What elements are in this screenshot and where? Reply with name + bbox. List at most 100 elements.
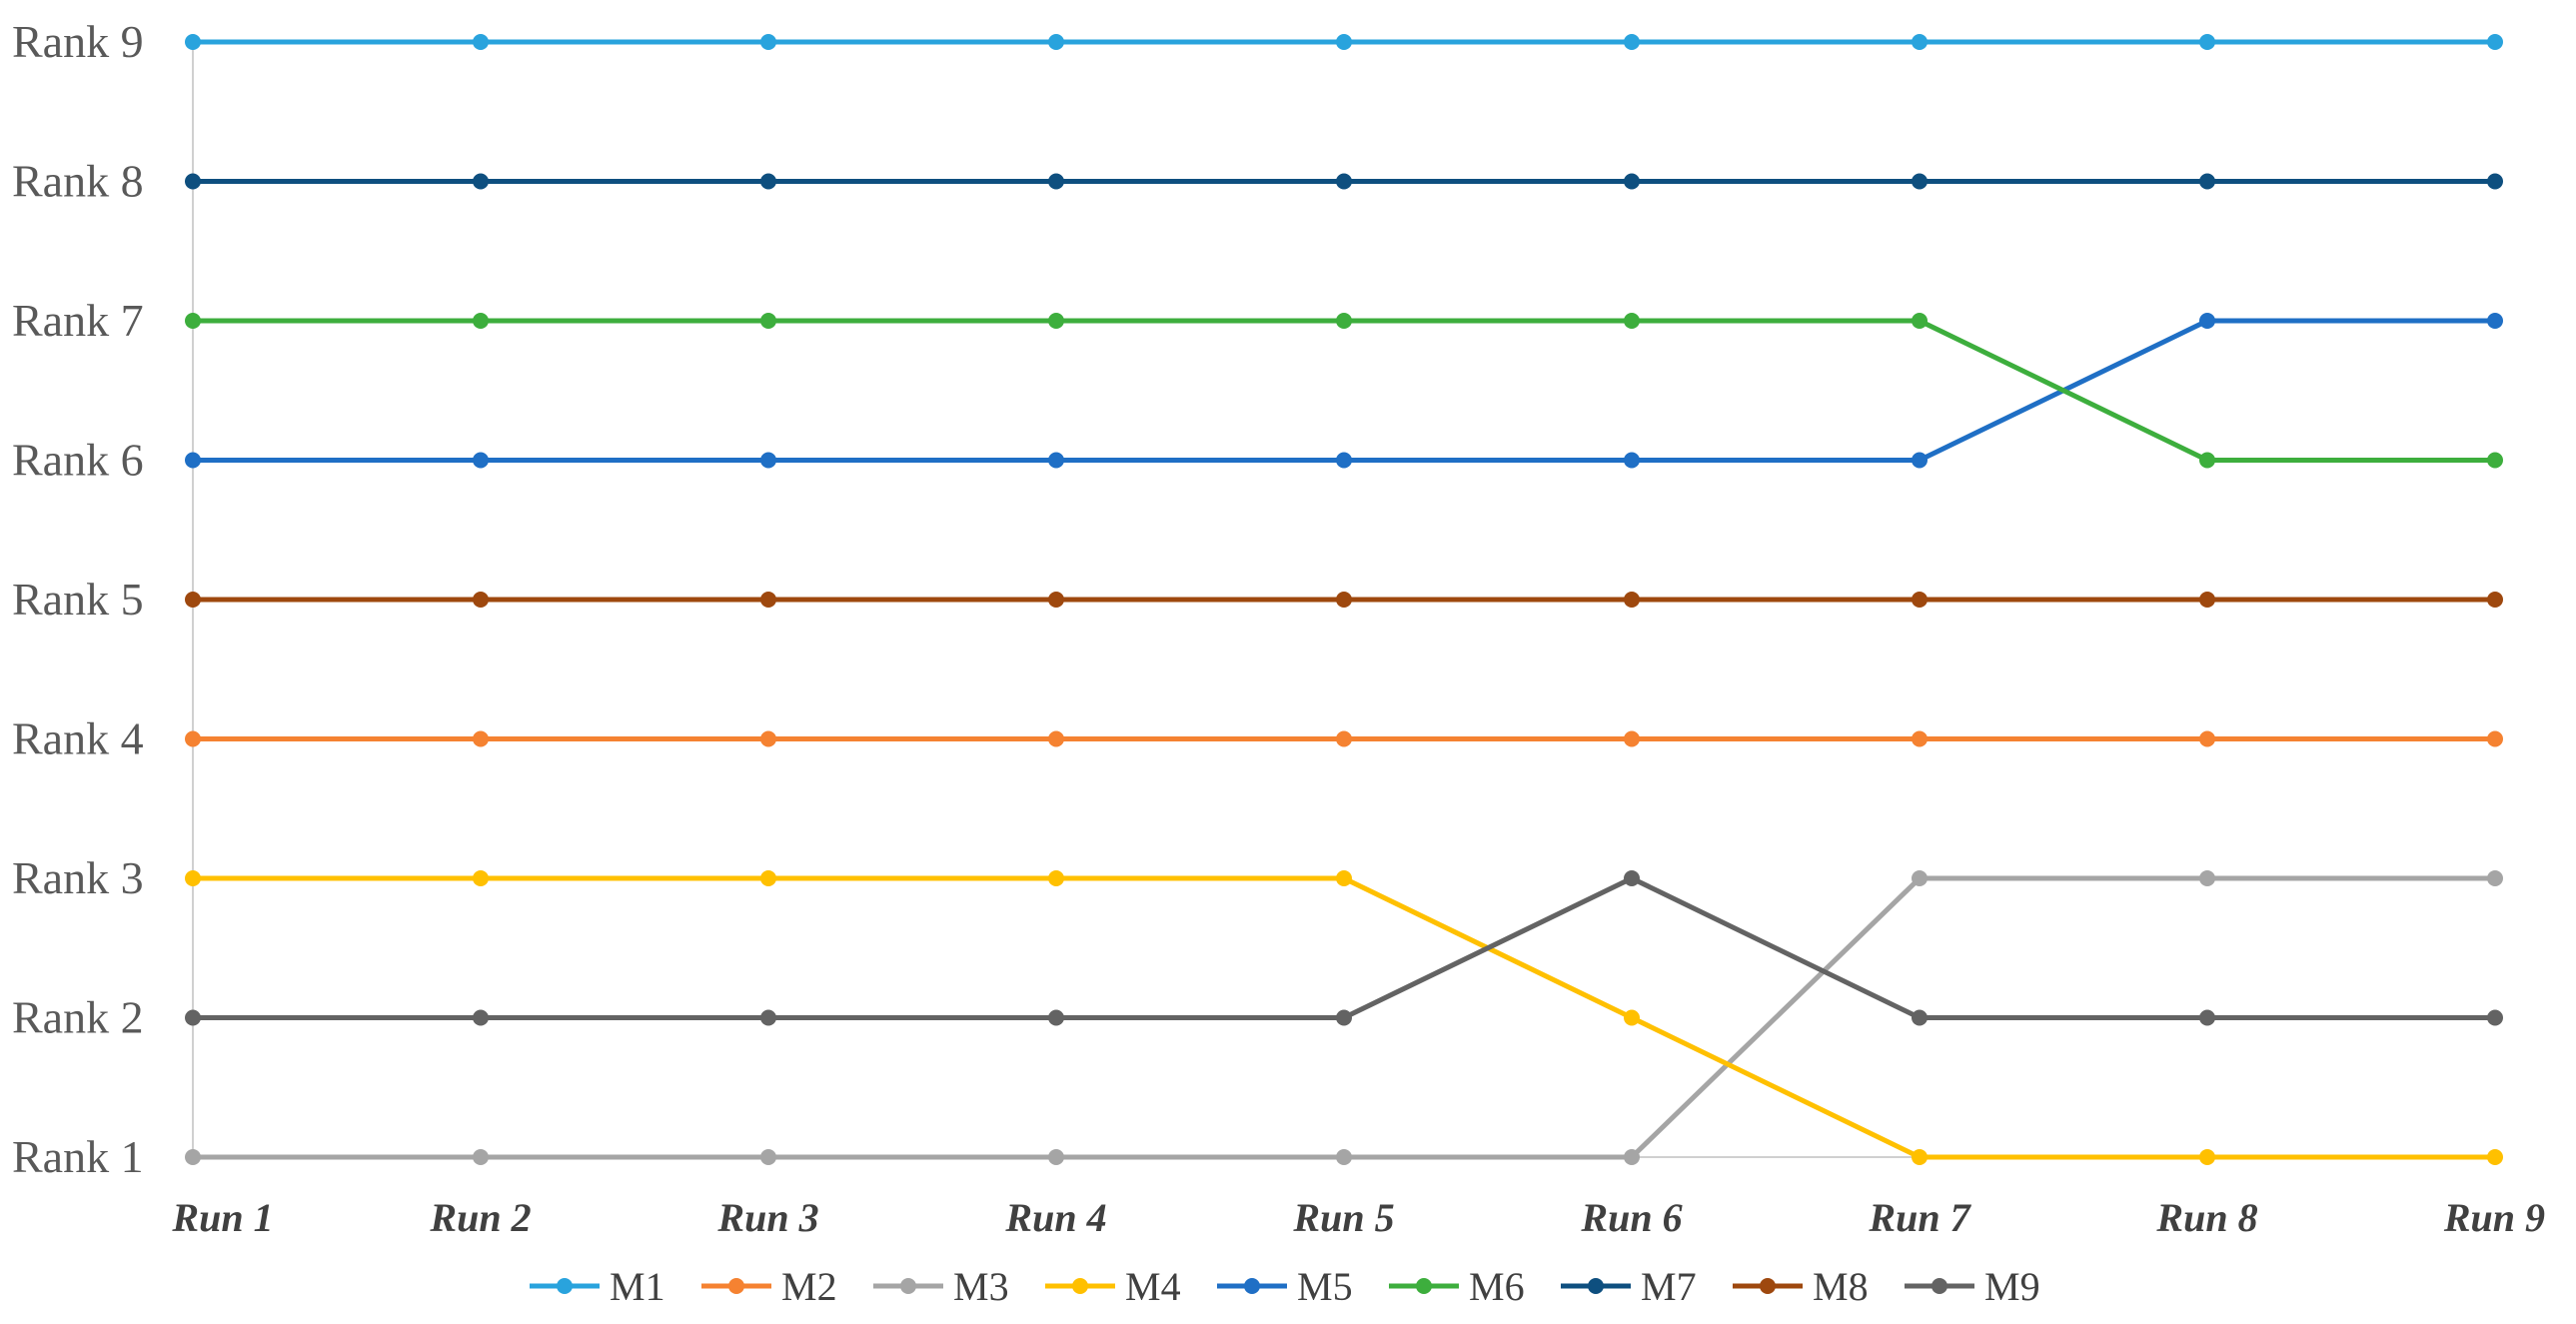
- y-tick-label-rank-6: Rank 6: [12, 435, 144, 486]
- data-point-m1-run-1: [185, 34, 201, 50]
- data-point-m6-run-3: [760, 313, 776, 329]
- data-point-m9-run-1: [185, 1009, 201, 1026]
- data-point-m7-run-9: [2487, 173, 2503, 190]
- data-point-m7-run-5: [1336, 173, 1352, 190]
- data-point-m7-run-4: [1048, 173, 1064, 190]
- data-point-m6-run-7: [1912, 313, 1928, 329]
- legend-marker-m5: [1244, 1278, 1260, 1294]
- legend-label-m5: M5: [1297, 1264, 1353, 1309]
- data-point-m4-run-8: [2199, 1149, 2215, 1165]
- data-point-m1-run-2: [473, 34, 489, 50]
- x-tick-label-run-5: Run 5: [1292, 1195, 1394, 1240]
- legend-marker-m9: [1932, 1278, 1947, 1294]
- data-point-m9-run-3: [760, 1009, 776, 1026]
- data-point-m1-run-4: [1048, 34, 1064, 50]
- data-point-m6-run-4: [1048, 313, 1064, 329]
- data-point-m5-run-9: [2487, 313, 2503, 329]
- series-m3: [185, 870, 2503, 1165]
- x-tick-label-run-3: Run 3: [716, 1195, 818, 1240]
- data-point-m6-run-9: [2487, 452, 2503, 469]
- y-tick-label-rank-7: Rank 7: [12, 295, 144, 346]
- data-point-m7-run-6: [1624, 173, 1640, 190]
- legend-marker-m3: [900, 1278, 916, 1294]
- data-point-m3-run-3: [760, 1149, 776, 1165]
- data-point-m9-run-4: [1048, 1009, 1064, 1026]
- series-m1: [185, 34, 2503, 50]
- data-point-m6-run-1: [185, 313, 201, 329]
- series-lines: [185, 34, 2503, 1165]
- legend-marker-m7: [1588, 1278, 1604, 1294]
- legend-item-m4: M4: [1045, 1264, 1181, 1309]
- data-point-m6-run-2: [473, 313, 489, 329]
- series-m5: [185, 313, 2503, 469]
- x-tick-label-run-6: Run 6: [1580, 1195, 1682, 1240]
- y-tick-label-rank-3: Rank 3: [12, 852, 144, 903]
- data-point-m5-run-7: [1912, 452, 1928, 469]
- data-point-m4-run-1: [185, 870, 201, 886]
- data-point-m5-run-5: [1336, 452, 1352, 469]
- data-point-m2-run-6: [1624, 730, 1640, 747]
- series-line-m9: [193, 875, 2495, 1020]
- data-point-m1-run-5: [1336, 34, 1352, 50]
- data-point-m9-run-2: [473, 1009, 489, 1026]
- legend-marker-m1: [557, 1278, 573, 1294]
- legend-item-m2: M2: [701, 1264, 837, 1309]
- series-m7: [185, 173, 2503, 190]
- data-point-m8-run-6: [1624, 592, 1640, 608]
- legend-label-m1: M1: [610, 1264, 665, 1309]
- legend-item-m3: M3: [873, 1264, 1009, 1309]
- data-point-m2-run-7: [1912, 730, 1928, 747]
- legend-marker-m4: [1072, 1278, 1088, 1294]
- data-point-m8-run-4: [1048, 592, 1064, 608]
- y-tick-label-rank-5: Rank 5: [12, 574, 144, 625]
- data-point-m3-run-5: [1336, 1149, 1352, 1165]
- series-line-m5: [193, 318, 2495, 463]
- legend-label-m8: M8: [1813, 1264, 1869, 1309]
- data-point-m7-run-1: [185, 173, 201, 190]
- data-point-m1-run-8: [2199, 34, 2215, 50]
- data-point-m4-run-4: [1048, 870, 1064, 886]
- legend-label-m3: M3: [953, 1264, 1009, 1309]
- data-point-m9-run-6: [1624, 870, 1640, 886]
- data-point-m5-run-6: [1624, 452, 1640, 469]
- data-point-m3-run-9: [2487, 870, 2503, 886]
- data-point-m3-run-7: [1912, 870, 1928, 886]
- x-tick-label-run-7: Run 7: [1868, 1195, 1971, 1240]
- legend-item-m1: M1: [530, 1264, 665, 1309]
- data-point-m2-run-1: [185, 730, 201, 747]
- data-point-m5-run-8: [2199, 313, 2215, 329]
- data-point-m9-run-7: [1912, 1009, 1928, 1026]
- series-line-m6: [193, 318, 2495, 463]
- data-point-m8-run-1: [185, 592, 201, 608]
- legend-marker-m8: [1760, 1278, 1776, 1294]
- data-point-m7-run-3: [760, 173, 776, 190]
- legend-item-m8: M8: [1733, 1264, 1869, 1309]
- y-tick-label-rank-2: Rank 2: [12, 992, 144, 1043]
- legend-label-m4: M4: [1125, 1264, 1181, 1309]
- data-point-m3-run-6: [1624, 1149, 1640, 1165]
- series-m4: [185, 870, 2503, 1165]
- data-point-m3-run-2: [473, 1149, 489, 1165]
- series-m2: [185, 730, 2503, 747]
- legend-marker-m2: [728, 1278, 744, 1294]
- data-point-m2-run-2: [473, 730, 489, 747]
- data-point-m7-run-8: [2199, 173, 2215, 190]
- legend-item-m7: M7: [1561, 1264, 1697, 1309]
- data-point-m6-run-6: [1624, 313, 1640, 329]
- data-point-m5-run-2: [473, 452, 489, 469]
- data-point-m1-run-9: [2487, 34, 2503, 50]
- legend-item-m9: M9: [1905, 1264, 2040, 1309]
- x-tick-label-run-4: Run 4: [1004, 1195, 1106, 1240]
- x-tick-label-run-2: Run 2: [429, 1195, 531, 1240]
- data-point-m9-run-9: [2487, 1009, 2503, 1026]
- data-point-m4-run-5: [1336, 870, 1352, 886]
- data-point-m8-run-3: [760, 592, 776, 608]
- data-point-m5-run-1: [185, 452, 201, 469]
- data-point-m2-run-8: [2199, 730, 2215, 747]
- data-point-m7-run-7: [1912, 173, 1928, 190]
- data-point-m7-run-2: [473, 173, 489, 190]
- legend-label-m9: M9: [1984, 1264, 2040, 1309]
- data-point-m8-run-9: [2487, 592, 2503, 608]
- y-axis-tick-labels: Rank 1 Rank 2 Rank 3 Rank 4 Rank 5 Rank 6 Rank…: [12, 16, 144, 1182]
